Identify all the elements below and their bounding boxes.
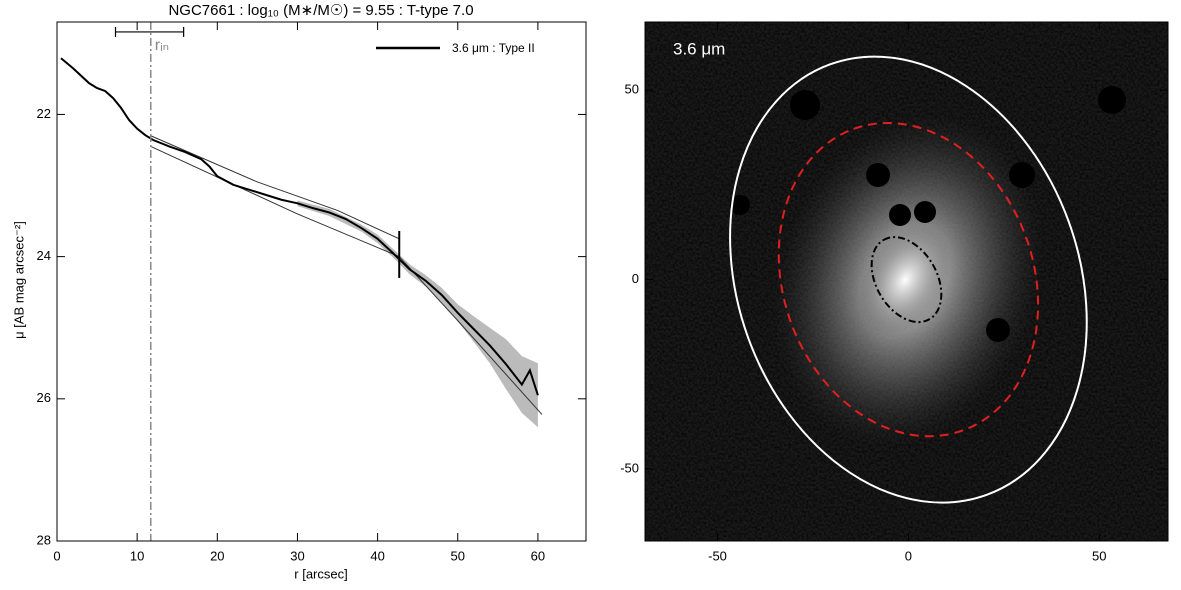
model-line [150,135,400,240]
y-tick-label: 26 [37,390,51,405]
aperture-ellipse [729,55,1088,504]
y-tick-label: 28 [37,532,51,547]
x-tick-label: 0 [905,548,912,563]
x-tick-label: 30 [290,548,304,563]
x-axis-label: r [arcsec] [294,566,347,581]
chart-title: NGC7661 : log₁₀ (M∗/M☉) = 9.55 : T-type … [168,2,473,19]
plot-frame [56,21,587,542]
plot-frame [644,21,1169,542]
ellipses [729,55,1088,504]
y-tick-label: 22 [37,106,51,121]
x-tick-label: 0 [53,548,60,563]
model-line [150,145,543,415]
image-label: 3.6 μm [673,39,725,58]
error-band [297,200,538,428]
legend-label: 3.6 μm : Type II [452,41,535,55]
y-tick-label: -50 [620,460,639,475]
x-tick-label: 10 [130,548,144,563]
x-tick-label: 50 [451,548,465,563]
x-tick-label: 50 [1092,548,1106,563]
y-tick-label: 50 [625,82,639,97]
galaxy-image [645,22,1168,541]
aperture-ellipse [777,121,1040,438]
x-tick-label: -50 [708,548,727,563]
x-tick-label: 60 [531,548,545,563]
y-tick-label: 24 [37,248,51,263]
x-tick-label: 20 [210,548,224,563]
inner-radius-label: rᵢₙ [155,37,169,54]
y-axis-label: μ [AB mag arcsec⁻²] [11,221,26,339]
y-tick-label: 0 [632,271,639,286]
x-tick-label: 40 [370,548,384,563]
profile-line [60,57,539,396]
aperture-ellipse [870,236,943,324]
